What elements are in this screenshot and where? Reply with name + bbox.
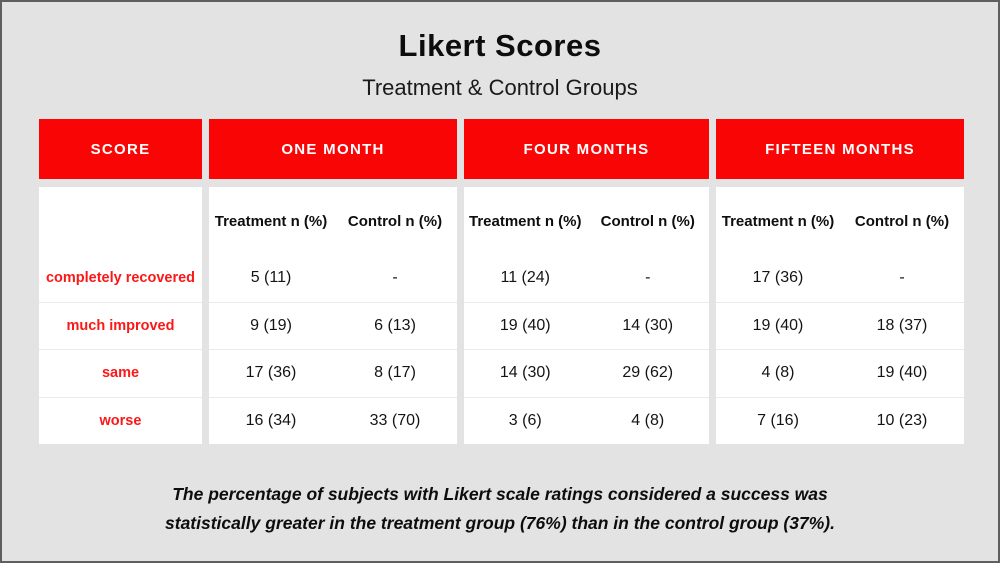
caption-line-1: The percentage of subjects with Likert s… <box>172 484 828 504</box>
value-cell: 19 (40) <box>752 316 804 334</box>
period-header-bar-four-months: FOUR MONTHS <box>464 119 709 179</box>
period-block-fifteen-months: Treatment n (%) Control n (%) 17 (36) - … <box>716 187 964 444</box>
value-cell: 29 (62) <box>622 364 674 382</box>
page-subtitle: Treatment & Control Groups <box>362 75 638 100</box>
table-row: same <box>39 349 202 397</box>
caption: The percentage of subjects with Likert s… <box>2 480 998 538</box>
row-label: same <box>101 365 140 382</box>
subheader-row: Treatment n (%) Control n (%) <box>464 187 709 255</box>
value-cell: 4 (8) <box>631 411 665 429</box>
subheader-treatment: Treatment n (%) <box>468 212 582 230</box>
row-label: completely recovered <box>45 270 196 287</box>
table-row: 19 (40) 14 (30) <box>464 301 709 350</box>
value-cell: 6 (13) <box>374 316 416 334</box>
period-block-four-months: Treatment n (%) Control n (%) 11 (24) - … <box>464 187 709 444</box>
score-header-bar: SCORE <box>39 119 202 179</box>
table-row: 7 (16) 10 (23) <box>716 396 964 445</box>
subheader-treatment: Treatment n (%) <box>721 212 835 230</box>
row-label: worse <box>99 412 142 429</box>
value-cell: 17 (36) <box>752 269 804 287</box>
period-header-bar-one-month: ONE MONTH <box>209 119 457 179</box>
subheader-treatment: Treatment n (%) <box>214 212 328 230</box>
value-cell: - <box>645 269 651 287</box>
table-row: 11 (24) - <box>464 255 709 302</box>
value-cell: 9 (19) <box>250 316 292 334</box>
value-cell: 8 (17) <box>374 364 416 382</box>
table-row: much improved <box>39 301 202 350</box>
table-row: 5 (11) - <box>209 255 457 302</box>
value-cell: 33 (70) <box>369 411 421 429</box>
likert-table: SCORE ONE MONTH FOUR MONTHS FIFTEEN MONT… <box>39 119 964 444</box>
subheader-control: Control n (%) <box>854 212 950 230</box>
value-cell: 5 (11) <box>250 269 292 287</box>
period-header-bar-fifteen-months: FIFTEEN MONTHS <box>716 119 964 179</box>
table-row: 4 (8) 19 (40) <box>716 349 964 397</box>
row-label: much improved <box>66 317 175 334</box>
value-cell: 19 (40) <box>499 316 551 334</box>
subheader-row: Treatment n (%) Control n (%) <box>716 187 964 255</box>
caption-line-2: statistically greater in the treatment g… <box>165 513 835 533</box>
value-cell: - <box>899 269 905 287</box>
table-row: 14 (30) 29 (62) <box>464 349 709 397</box>
value-cell: 18 (37) <box>876 316 928 334</box>
value-cell: 4 (8) <box>761 364 795 382</box>
period-block-one-month: Treatment n (%) Control n (%) 5 (11) - 9… <box>209 187 457 444</box>
score-column-block: completely recovered much improved same … <box>39 187 202 444</box>
subheader-row: Treatment n (%) Control n (%) <box>209 187 457 255</box>
value-cell: 3 (6) <box>508 411 542 429</box>
value-cell: 17 (36) <box>245 364 297 382</box>
value-cell: 16 (34) <box>245 411 297 429</box>
score-subheader-spacer <box>39 187 202 255</box>
table-row: 3 (6) 4 (8) <box>464 396 709 445</box>
table-row: worse <box>39 396 202 445</box>
subheader-control: Control n (%) <box>600 212 695 230</box>
value-cell: 10 (23) <box>876 411 928 429</box>
subheader-control: Control n (%) <box>347 212 443 230</box>
page-title: Likert Scores <box>398 28 602 63</box>
value-cell: - <box>392 269 398 287</box>
table-row: 17 (36) - <box>716 255 964 302</box>
value-cell: 19 (40) <box>876 364 928 382</box>
value-cell: 11 (24) <box>500 269 550 287</box>
table-row: completely recovered <box>39 255 202 302</box>
table-row: 9 (19) 6 (13) <box>209 301 457 350</box>
value-cell: 14 (30) <box>499 364 551 382</box>
value-cell: 7 (16) <box>757 411 799 429</box>
table-row: 17 (36) 8 (17) <box>209 349 457 397</box>
table-row: 19 (40) 18 (37) <box>716 301 964 350</box>
value-cell: 14 (30) <box>622 316 674 334</box>
table-row: 16 (34) 33 (70) <box>209 396 457 445</box>
